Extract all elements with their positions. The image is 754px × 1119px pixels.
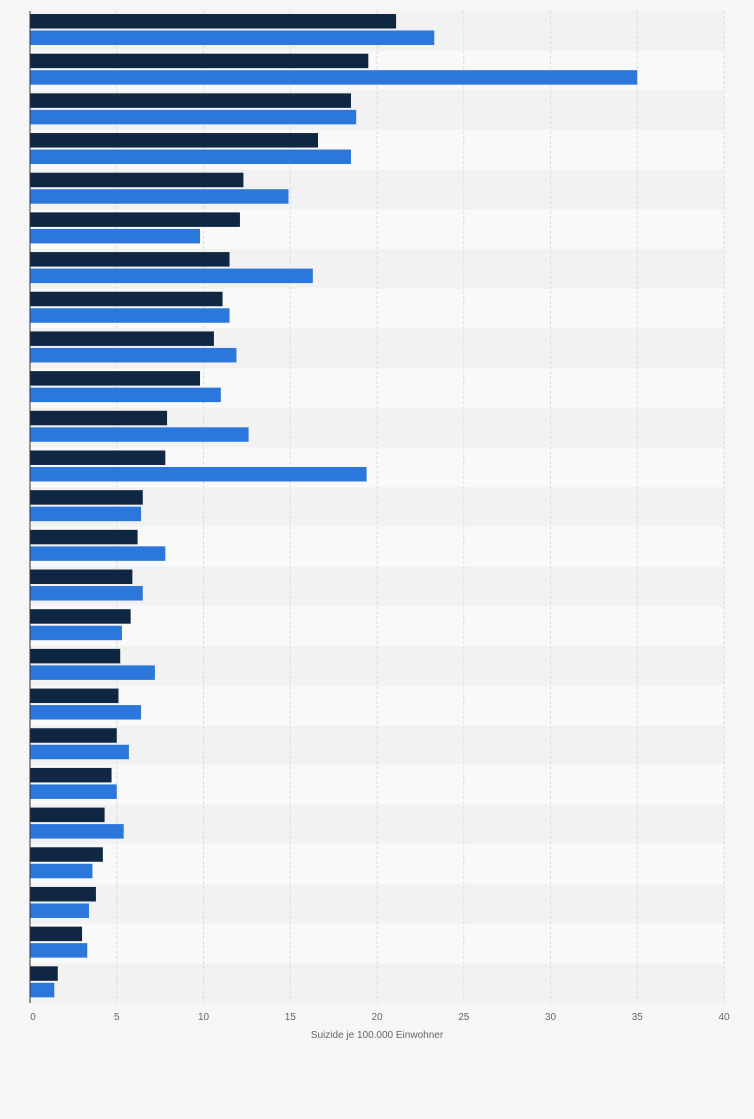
bar[interactable]	[30, 807, 105, 823]
bar[interactable]	[30, 30, 435, 46]
x-tick-label: 30	[545, 1012, 557, 1023]
bar[interactable]	[30, 70, 638, 85]
bar[interactable]	[30, 387, 221, 403]
bar[interactable]	[30, 189, 289, 204]
bar[interactable]	[30, 347, 237, 363]
bar[interactable]	[30, 506, 142, 522]
bar[interactable]	[30, 109, 357, 125]
bar[interactable]	[30, 291, 223, 307]
bar[interactable]	[30, 331, 214, 346]
bar[interactable]	[30, 228, 201, 244]
bar[interactable]	[30, 427, 249, 442]
bar[interactable]	[30, 665, 155, 680]
bar[interactable]	[30, 744, 129, 760]
bar[interactable]	[30, 728, 117, 743]
x-tick-label: 0	[30, 1012, 36, 1023]
bar[interactable]	[30, 886, 96, 902]
bar[interactable]	[30, 14, 397, 29]
bar[interactable]	[30, 308, 230, 323]
bar[interactable]	[30, 268, 313, 284]
bar[interactable]	[30, 466, 367, 482]
bar[interactable]	[30, 53, 369, 69]
bar[interactable]	[30, 767, 112, 783]
bar[interactable]	[30, 863, 93, 879]
x-tick-label: 10	[198, 1012, 210, 1023]
bar[interactable]	[30, 926, 83, 942]
bar[interactable]	[30, 93, 351, 108]
bar[interactable]	[30, 149, 351, 165]
bar[interactable]	[30, 172, 244, 188]
x-tick-label: 20	[371, 1012, 383, 1023]
bar[interactable]	[30, 784, 117, 799]
bar[interactable]	[30, 371, 201, 386]
bars	[30, 14, 638, 998]
bar[interactable]	[30, 410, 168, 426]
x-axis-title: Suizide je 100.000 Einwohner	[311, 1030, 444, 1041]
bar[interactable]	[30, 705, 142, 720]
bar[interactable]	[30, 569, 133, 585]
bar[interactable]	[30, 546, 166, 561]
x-tick-label: 5	[114, 1012, 120, 1023]
bar[interactable]	[30, 982, 55, 998]
bar[interactable]	[30, 490, 143, 505]
x-tick-label: 25	[458, 1012, 470, 1023]
bar[interactable]	[30, 609, 131, 624]
bar[interactable]	[30, 133, 319, 148]
x-tick-label: 15	[285, 1012, 297, 1023]
x-tick-label: 35	[632, 1012, 644, 1023]
bar[interactable]	[30, 212, 240, 227]
x-tick-label: 40	[718, 1012, 730, 1023]
bar[interactable]	[30, 529, 138, 545]
bar[interactable]	[30, 648, 121, 664]
bar[interactable]	[30, 252, 230, 267]
bar[interactable]	[30, 903, 89, 918]
bar[interactable]	[30, 966, 58, 981]
x-axis-ticks: 0 5 10 15 20 25 30 35 40	[30, 1012, 730, 1023]
bar[interactable]	[30, 688, 119, 704]
bar[interactable]	[30, 625, 122, 641]
bar[interactable]	[30, 847, 103, 862]
bar[interactable]	[30, 943, 88, 958]
gridlines	[116, 11, 725, 1003]
bar[interactable]	[30, 586, 143, 601]
bar[interactable]	[30, 824, 124, 839]
bar[interactable]	[30, 450, 166, 465]
